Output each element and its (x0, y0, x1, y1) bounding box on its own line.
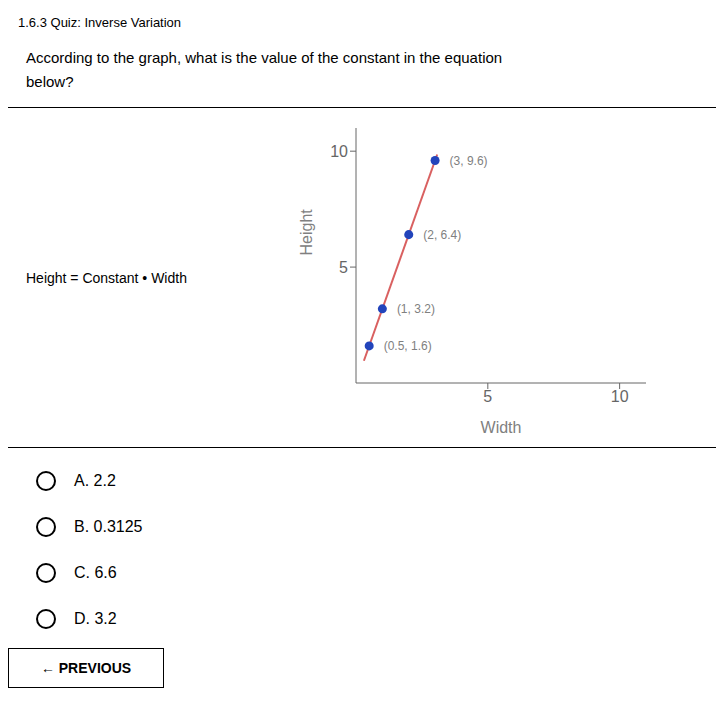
svg-text:(2, 6.4): (2, 6.4) (423, 227, 461, 241)
svg-text:5: 5 (483, 388, 492, 405)
svg-text:(0.5, 1.6): (0.5, 1.6) (384, 339, 432, 353)
html-text:A. 2.2: A. 2.2 (74, 472, 116, 489)
html-text:C. 6.6: C. 6.6 (74, 564, 117, 581)
svg-text:10: 10 (611, 388, 629, 405)
svg-text:Width: Width (481, 419, 522, 436)
html-text:B. 0.3125: B. 0.3125 (74, 518, 143, 535)
html-text:Height = Constant • Width: Height = Constant • Width (26, 269, 187, 286)
svg-text:(1, 3.2): (1, 3.2) (397, 302, 435, 316)
html-text:1.6.3 Quiz: Inverse Variation: 1.6.3 Quiz: Inverse Variation (18, 14, 182, 30)
html-text:← PREVIOUS: ← PREVIOUS (40, 660, 132, 676)
html-text:According to the graph, what i: According to the graph, what is the valu… (26, 49, 503, 66)
svg-text:10: 10 (330, 142, 348, 159)
svg-text:Height: Height (298, 208, 315, 255)
svg-text:5: 5 (339, 258, 348, 275)
html-text:D. 3.2: D. 3.2 (74, 610, 117, 627)
html-text:below?: below? (26, 73, 74, 90)
svg-text:(3, 9.6): (3, 9.6) (450, 153, 488, 167)
